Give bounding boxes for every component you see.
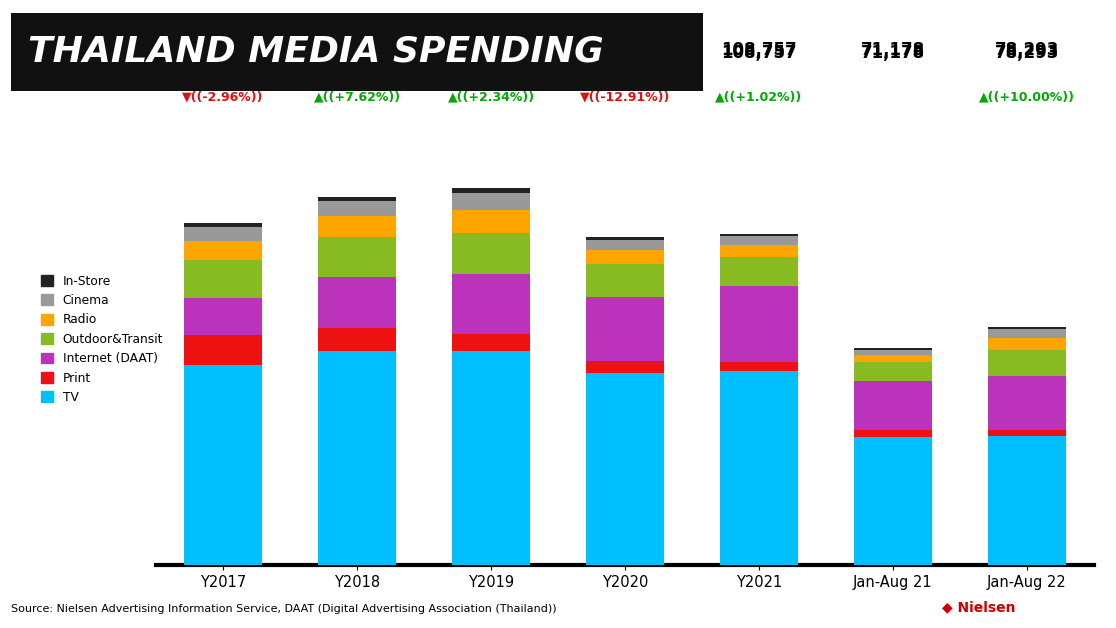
- Text: ▼((-12.91%)): ▼((-12.91%)): [580, 91, 670, 104]
- Bar: [586, 297, 664, 361]
- Bar: [854, 381, 932, 430]
- Bar: [988, 430, 1066, 436]
- Bar: [318, 237, 396, 276]
- Bar: [318, 217, 396, 237]
- Bar: [318, 276, 396, 328]
- Bar: [988, 329, 1066, 338]
- Text: B: B: [54, 43, 69, 63]
- Text: 108,757: 108,757: [721, 41, 797, 59]
- Bar: [184, 261, 262, 298]
- Text: (Million
THB): (Million THB): [92, 43, 129, 64]
- Text: 120,801: 120,801: [319, 45, 395, 62]
- Text: 123,623: 123,623: [453, 41, 529, 59]
- Bar: [854, 350, 932, 355]
- Bar: [720, 286, 798, 362]
- Text: 112,245: 112,245: [185, 41, 261, 59]
- Text: ▲((+7.62%)): ▲((+7.62%)): [314, 91, 401, 104]
- Bar: [452, 193, 530, 210]
- Bar: [452, 333, 530, 351]
- Bar: [720, 362, 798, 371]
- Bar: [452, 233, 530, 274]
- Bar: [184, 227, 262, 241]
- Text: ▲((+1.02%)): ▲((+1.02%)): [715, 91, 802, 104]
- Text: THAILAND MEDIA SPENDING: THAILAND MEDIA SPENDING: [28, 35, 604, 68]
- Bar: [988, 376, 1066, 430]
- Bar: [452, 274, 530, 333]
- Bar: [854, 436, 932, 565]
- Bar: [184, 241, 262, 261]
- Bar: [586, 240, 664, 250]
- Text: ◆ Nielsen: ◆ Nielsen: [942, 600, 1016, 614]
- Bar: [318, 328, 396, 350]
- Bar: [988, 436, 1066, 565]
- Bar: [720, 371, 798, 565]
- Bar: [720, 257, 798, 286]
- Bar: [586, 264, 664, 297]
- Bar: [586, 361, 664, 373]
- Bar: [988, 327, 1066, 329]
- Text: ▲((+2.34%)): ▲((+2.34%)): [448, 91, 535, 104]
- Bar: [854, 349, 932, 350]
- Bar: [720, 245, 798, 257]
- Bar: [184, 365, 262, 565]
- Bar: [452, 188, 530, 193]
- Text: 123,623: 123,623: [453, 45, 529, 62]
- Text: 71,178: 71,178: [860, 41, 925, 59]
- Bar: [854, 362, 932, 381]
- Text: 120,801: 120,801: [319, 41, 395, 59]
- Text: 112,245: 112,245: [185, 45, 261, 62]
- Text: 107,658: 107,658: [587, 45, 663, 62]
- Bar: [184, 335, 262, 365]
- Bar: [586, 237, 664, 240]
- Bar: [318, 197, 396, 202]
- Bar: [854, 430, 932, 436]
- Bar: [184, 223, 262, 227]
- Bar: [854, 355, 932, 362]
- Bar: [318, 350, 396, 565]
- Text: ▲((+10.00%)): ▲((+10.00%)): [979, 91, 1075, 104]
- Bar: [452, 210, 530, 233]
- Text: 71,178: 71,178: [860, 45, 925, 62]
- Text: 78,293: 78,293: [994, 45, 1059, 62]
- Bar: [720, 234, 798, 236]
- Bar: [184, 298, 262, 335]
- Text: Source: Nielsen Advertising Information Service, DAAT (Digital Advertising Assoc: Source: Nielsen Advertising Information …: [11, 604, 557, 614]
- Bar: [988, 350, 1066, 376]
- Legend: In-Store, Cinema, Radio, Outdoor&Transit, Internet (DAAT), Print, TV: In-Store, Cinema, Radio, Outdoor&Transit…: [36, 270, 169, 409]
- Bar: [720, 236, 798, 245]
- Bar: [318, 202, 396, 217]
- Text: 107,658: 107,658: [587, 41, 663, 59]
- Bar: [586, 373, 664, 565]
- Text: ▼((-2.96%)): ▼((-2.96%)): [182, 91, 264, 104]
- Text: 78,293: 78,293: [994, 41, 1059, 59]
- Bar: [452, 351, 530, 565]
- Text: 108,757: 108,757: [721, 45, 797, 62]
- Bar: [586, 250, 664, 264]
- Bar: [988, 338, 1066, 350]
